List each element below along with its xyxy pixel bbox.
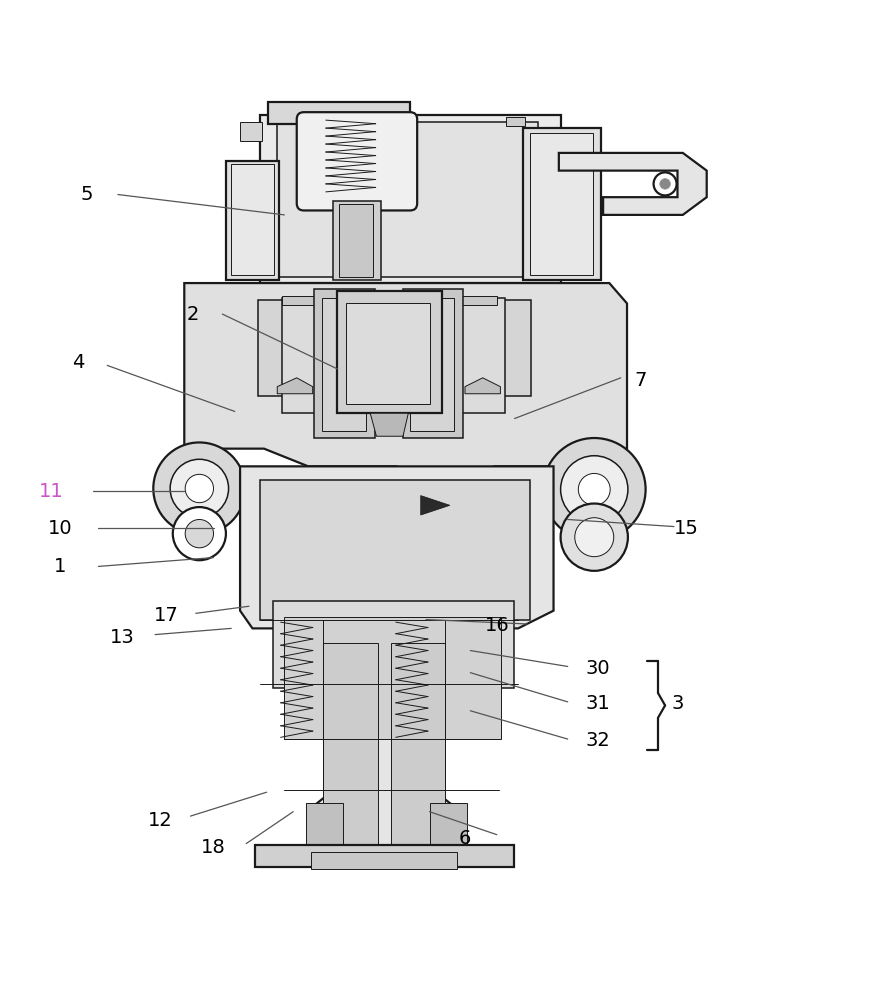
Bar — [529, 133, 593, 275]
Circle shape — [659, 179, 670, 189]
FancyBboxPatch shape — [297, 112, 417, 210]
Text: 16: 16 — [485, 616, 510, 635]
Bar — [333, 201, 380, 280]
Polygon shape — [421, 496, 450, 515]
Circle shape — [543, 438, 646, 541]
Bar — [338, 291, 442, 413]
Circle shape — [173, 507, 226, 560]
Text: 30: 30 — [585, 659, 610, 678]
Bar — [232, 164, 274, 275]
Bar — [259, 115, 560, 283]
Circle shape — [575, 518, 614, 557]
Polygon shape — [240, 466, 553, 854]
Bar — [268, 102, 410, 124]
Polygon shape — [465, 378, 501, 394]
Text: 13: 13 — [110, 628, 135, 647]
Circle shape — [560, 504, 628, 571]
Text: 18: 18 — [201, 838, 226, 857]
Circle shape — [170, 459, 229, 518]
Bar — [273, 601, 514, 688]
Bar — [226, 161, 279, 280]
Text: 31: 31 — [585, 694, 610, 713]
Text: 32: 32 — [585, 731, 610, 750]
Circle shape — [185, 474, 214, 503]
Bar — [259, 480, 529, 620]
Bar — [403, 289, 463, 438]
Text: 3: 3 — [671, 694, 683, 713]
Bar — [277, 122, 538, 277]
Text: 12: 12 — [148, 811, 173, 830]
Bar — [347, 303, 430, 404]
Polygon shape — [506, 117, 525, 126]
Circle shape — [578, 473, 610, 505]
Bar — [282, 298, 505, 413]
Bar — [240, 122, 262, 141]
Bar — [390, 643, 446, 854]
Polygon shape — [559, 153, 707, 215]
Polygon shape — [277, 378, 313, 394]
Text: 4: 4 — [72, 353, 85, 372]
Circle shape — [560, 456, 628, 523]
Polygon shape — [462, 296, 497, 305]
Bar — [523, 128, 601, 280]
Text: 2: 2 — [187, 305, 200, 324]
Bar — [322, 298, 366, 431]
Text: 1: 1 — [54, 557, 67, 576]
Bar — [323, 643, 378, 854]
Text: 11: 11 — [39, 482, 64, 501]
Bar — [311, 852, 457, 869]
Text: 7: 7 — [634, 371, 647, 390]
Circle shape — [185, 519, 214, 548]
Bar — [429, 803, 467, 854]
Text: 15: 15 — [674, 519, 699, 538]
Text: 17: 17 — [154, 606, 179, 625]
Bar — [339, 204, 373, 277]
Circle shape — [654, 172, 676, 195]
Text: 6: 6 — [459, 829, 471, 848]
Bar — [410, 298, 454, 431]
Circle shape — [153, 442, 245, 535]
Text: 5: 5 — [81, 185, 94, 204]
Bar — [284, 617, 502, 739]
Bar — [255, 845, 514, 867]
Text: 10: 10 — [48, 519, 73, 538]
Bar — [306, 803, 343, 854]
Bar — [257, 300, 530, 396]
Polygon shape — [184, 283, 627, 482]
Polygon shape — [282, 296, 317, 305]
Polygon shape — [371, 413, 408, 436]
Bar — [315, 289, 374, 438]
